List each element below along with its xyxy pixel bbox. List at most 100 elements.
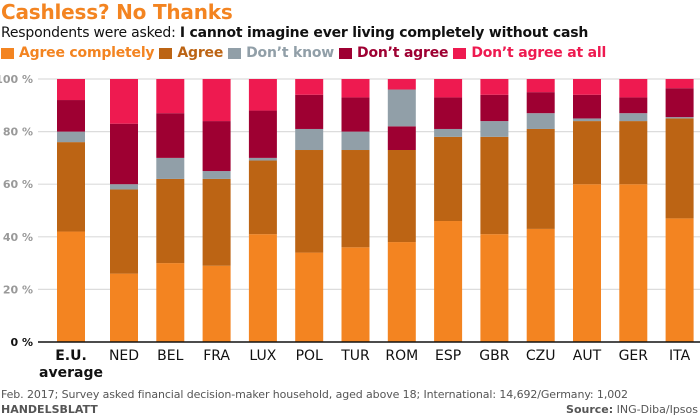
x-tick-label: ITA — [669, 348, 691, 364]
legend-swatch — [339, 47, 353, 59]
bar-segment-don-t-agree-at-all — [480, 79, 509, 95]
bar-segment-don-t-know — [110, 184, 138, 190]
bar-segment-agree-completely — [110, 273, 138, 342]
bar-segment-agree-completely — [156, 263, 185, 342]
legend-item-don-t-agree: Don’t agree — [339, 45, 449, 61]
legend-label: Don’t agree — [357, 45, 449, 61]
bar-segment-agree — [202, 178, 231, 266]
bar-segment-agree — [295, 150, 324, 253]
y-tick-label: 100 % — [0, 73, 33, 86]
x-tick-label: average — [39, 365, 103, 381]
bar-segment-agree-completely — [248, 234, 277, 342]
bar-segment-agree-completely — [202, 265, 231, 342]
bar-segment-don-t-agree — [434, 97, 463, 129]
bar-stack-rom — [387, 79, 416, 342]
legend-label: Don’t know — [246, 45, 335, 61]
bar-segment-don-t-agree-at-all — [387, 79, 416, 90]
bar-segment-don-t-know — [526, 113, 555, 129]
bar-segment-don-t-agree-at-all — [295, 79, 324, 95]
bar-segment-don-t-know — [248, 157, 277, 161]
bar-segment-agree-completely — [480, 234, 509, 342]
bar-segment-agree — [110, 189, 138, 274]
bar-segment-don-t-know — [202, 171, 231, 179]
bar-segment-don-t-agree-at-all — [573, 79, 601, 95]
bar-segment-don-t-agree-at-all — [202, 79, 231, 122]
bar-segment-don-t-agree — [480, 94, 509, 122]
legend-label: Don’t agree at all — [471, 45, 607, 61]
bar-segment-don-t-agree — [202, 121, 231, 172]
bar-segment-don-t-agree — [573, 94, 601, 119]
bar-segment-don-t-know — [619, 113, 648, 122]
legend-item-agree-completely: Agree completely — [1, 45, 155, 61]
bar-segment-don-t-agree-at-all — [110, 79, 138, 124]
subtitle-question: I cannot imagine ever living completely … — [179, 25, 589, 41]
bar-segment-don-t-know — [665, 117, 694, 119]
bar-segment-agree-completely — [665, 218, 694, 342]
bar-segment-don-t-know — [480, 121, 509, 137]
bar-segment-don-t-know — [573, 118, 601, 122]
brand-label: HANDELSBLATT — [1, 403, 98, 416]
bar-segment-don-t-agree — [665, 88, 694, 118]
x-tick-label: CZU — [526, 348, 556, 364]
bar-segment-agree — [248, 160, 277, 235]
bar-segment-agree-completely — [526, 228, 555, 342]
x-tick-label: ROM — [385, 348, 418, 364]
bar-stack-lux — [248, 79, 277, 342]
chart-plot: 0 % 20 % 40 % 60 % 80 % 100 % E.U.average NED BE… — [0, 73, 700, 381]
bar-segment-agree-completely — [573, 184, 601, 342]
bar-segment-don-t-know — [341, 131, 370, 151]
bar-stack-fra — [202, 79, 231, 342]
bar-segment-don-t-agree — [110, 123, 138, 185]
x-tick-label: AUT — [573, 348, 602, 364]
legend-item-don-t-know: Don’t know — [228, 45, 334, 61]
bar-stack-czu — [526, 79, 555, 342]
bar-segment-don-t-agree-at-all — [665, 79, 694, 89]
bar-segment-don-t-agree-at-all — [156, 79, 185, 114]
bar-segment-agree — [573, 121, 601, 185]
subtitle-prefix: Respondents were asked: — [1, 25, 180, 41]
bar-segment-don-t-agree — [57, 100, 85, 132]
bar-segment-don-t-agree-at-all — [248, 79, 277, 111]
bar-segment-agree-completely — [619, 184, 648, 342]
bar-stack-tur — [341, 79, 370, 342]
bar-segment-agree — [387, 150, 416, 243]
source-label: Source: — [566, 403, 614, 416]
footnote: Feb. 2017; Survey asked financial decisi… — [1, 388, 628, 401]
bar-segment-don-t-know — [57, 131, 85, 143]
x-tick-label: ESP — [435, 348, 461, 364]
legend-swatch — [159, 47, 173, 59]
bar-segment-don-t-know — [387, 89, 416, 127]
bar-segment-agree — [341, 150, 370, 248]
bar-stack-esp — [434, 79, 463, 342]
bar-segment-agree-completely — [387, 242, 416, 342]
x-tick-label: LUX — [249, 348, 276, 364]
x-tick-label: POL — [296, 348, 323, 364]
chart-title: Cashless? No Thanks — [1, 0, 233, 24]
y-tick-label: 80 % — [3, 126, 33, 139]
bar-segment-don-t-agree-at-all — [341, 79, 370, 98]
x-tick-label: BEL — [157, 348, 183, 364]
legend-item-don-t-agree-at-all: Don’t agree at all — [453, 45, 606, 61]
bar-stack-pol — [295, 79, 324, 342]
x-tick-label: E.U. — [55, 348, 87, 364]
legend-swatch — [1, 47, 14, 59]
bar-segment-don-t-know — [434, 128, 463, 137]
bar-stack-ita — [665, 79, 694, 342]
bar-segment-agree — [526, 128, 555, 229]
bar-stack-ger — [619, 79, 648, 342]
bar-segment-don-t-agree-at-all — [57, 79, 85, 101]
y-tick-label: 40 % — [3, 231, 33, 244]
bar-segment-agree — [156, 178, 185, 264]
x-tick-label: GBR — [479, 348, 509, 364]
legend: Agree completely Agree Don’t know Don’t agr… — [1, 45, 606, 61]
bar-segment-don-t-know — [156, 157, 185, 179]
y-tick-label: 0 % — [10, 336, 33, 349]
bar-stack-bel — [156, 79, 185, 342]
x-tick-label: NED — [109, 348, 139, 364]
x-tick-label: GER — [619, 348, 649, 364]
bar-segment-don-t-agree — [526, 92, 555, 114]
bar-segment-agree — [619, 121, 648, 185]
source-credit: Source: ING-Diba/Ipsos — [566, 403, 698, 416]
bar-segment-don-t-agree — [248, 110, 277, 158]
bar-segment-don-t-agree — [619, 97, 648, 114]
